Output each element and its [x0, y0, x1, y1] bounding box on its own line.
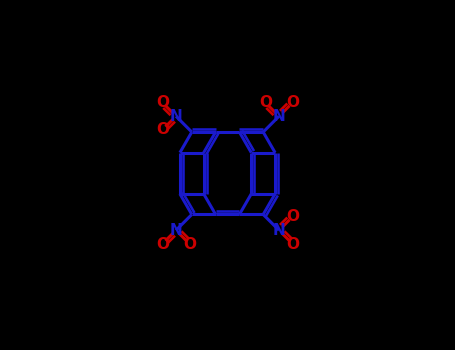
Text: N: N [273, 223, 285, 238]
Text: O: O [286, 209, 299, 224]
Text: N: N [273, 109, 285, 124]
Text: O: O [286, 95, 299, 110]
Text: O: O [156, 237, 169, 252]
Text: N: N [170, 109, 182, 124]
Text: O: O [156, 95, 169, 110]
Text: O: O [183, 237, 196, 252]
Text: N: N [170, 223, 182, 238]
Text: O: O [259, 95, 272, 110]
Text: O: O [286, 237, 299, 252]
Text: O: O [156, 122, 169, 138]
